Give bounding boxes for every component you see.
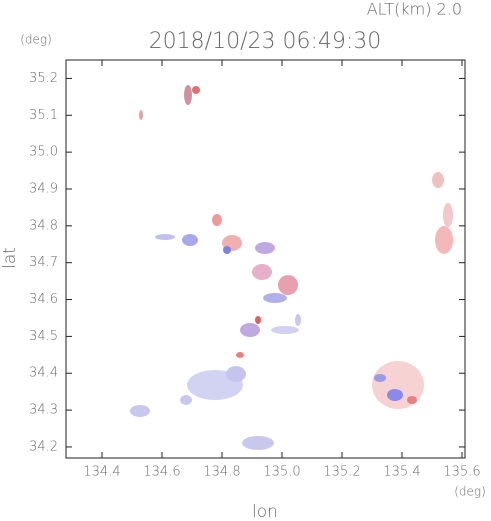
echo xyxy=(182,234,198,246)
y-tick-label: 35.1 xyxy=(29,108,58,123)
altitude-label: ALT(km) 2.0 xyxy=(367,0,462,19)
x-tick-label: 134.6 xyxy=(143,465,180,480)
echo xyxy=(435,226,453,254)
y-tick-label: 35.0 xyxy=(29,145,58,160)
echo xyxy=(387,389,403,401)
y-tick-label: 34.2 xyxy=(29,439,58,454)
echo xyxy=(271,326,299,334)
y-tick-label: 34.5 xyxy=(29,329,58,344)
y-tick-label: 34.3 xyxy=(29,403,58,418)
y-tick-label: 34.6 xyxy=(29,292,58,307)
chart-title: 2018/10/23 06:49:30 xyxy=(149,29,382,54)
echo xyxy=(432,172,444,188)
x-tick-label: 135.4 xyxy=(383,465,420,480)
echo xyxy=(139,110,143,120)
x-axis-label: lon xyxy=(252,502,278,521)
y-tick-label: 34.4 xyxy=(29,366,58,381)
y-tick-label: 35.2 xyxy=(29,71,58,86)
echo xyxy=(223,246,231,254)
echo xyxy=(374,374,386,382)
echo xyxy=(278,275,298,295)
echo xyxy=(226,366,246,382)
x-tick-label: 135.2 xyxy=(323,465,360,480)
echo xyxy=(407,396,417,404)
echo xyxy=(242,436,274,450)
echo xyxy=(295,314,301,326)
y-tick-label: 34.9 xyxy=(29,181,58,196)
x-tick-label: 134.4 xyxy=(83,465,120,480)
echo xyxy=(255,316,261,324)
y-axis-label: lat xyxy=(0,247,20,269)
y-unit: (deg) xyxy=(20,33,52,47)
echo xyxy=(130,405,150,417)
echoes xyxy=(130,85,453,450)
echo xyxy=(212,214,222,226)
y-tick-label: 34.7 xyxy=(29,255,58,270)
echo xyxy=(240,323,260,337)
x-tick-label: 134.8 xyxy=(203,465,240,480)
x-tick-label: 135.6 xyxy=(443,465,480,480)
echo xyxy=(263,293,287,303)
echo xyxy=(180,395,192,405)
echo xyxy=(155,234,175,240)
echo xyxy=(236,352,244,358)
echo xyxy=(192,86,200,94)
echo xyxy=(252,264,272,280)
x-tick-label: 135.0 xyxy=(263,465,300,480)
echo xyxy=(255,242,275,254)
x-unit: (deg) xyxy=(454,485,486,499)
echo xyxy=(443,203,453,227)
y-tick-label: 34.8 xyxy=(29,218,58,233)
echo xyxy=(184,85,192,105)
plot-frame xyxy=(65,59,466,459)
